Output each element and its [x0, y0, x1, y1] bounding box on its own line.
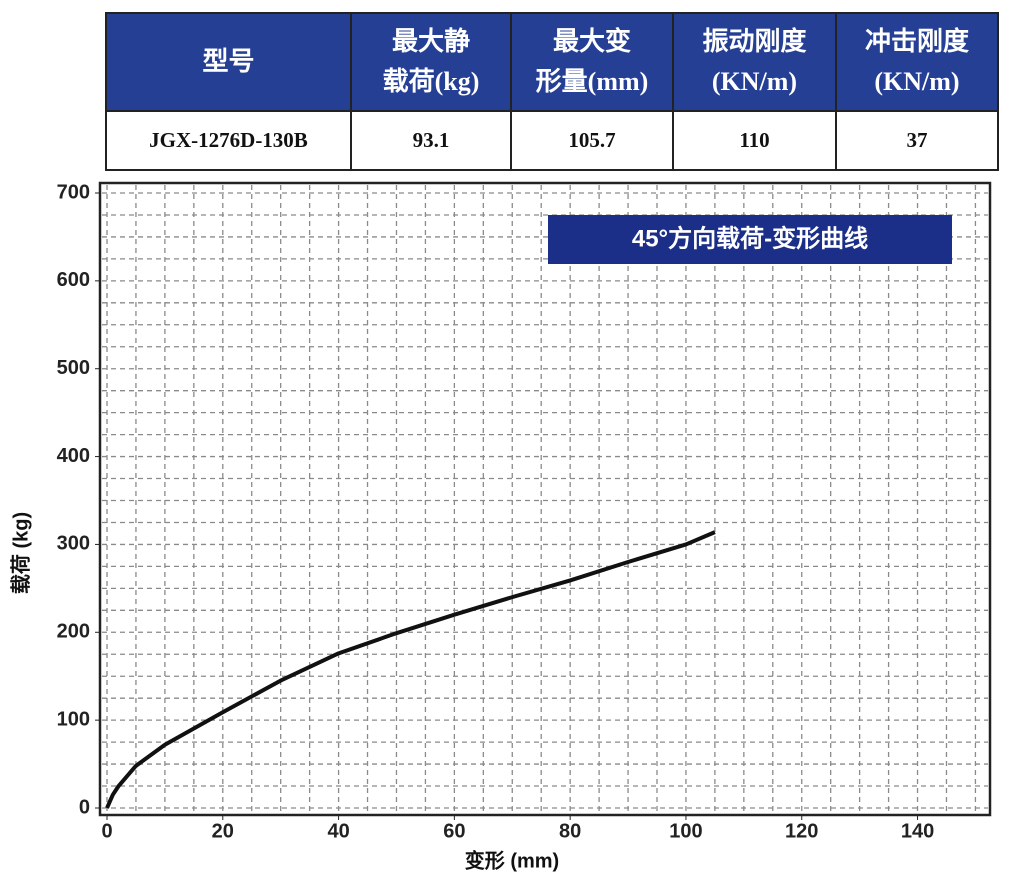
- header-text: 冲击刚度: [864, 27, 969, 56]
- y-tick-label: 300: [57, 533, 90, 555]
- data-cell: 110: [672, 110, 837, 171]
- header-text: 振动刚度: [702, 27, 807, 56]
- x-tick-label: 120: [785, 820, 818, 842]
- x-tick-label: 20: [212, 820, 234, 842]
- header-text: 形量(mm): [535, 67, 649, 96]
- y-tick-label: 200: [57, 621, 90, 643]
- header-text: 型号: [202, 47, 255, 76]
- header-text: 最大变: [552, 27, 631, 56]
- x-tick-label: 140: [901, 820, 934, 842]
- header-cell: 最大静载荷(kg): [350, 12, 512, 112]
- data-cell: 93.1: [350, 110, 512, 171]
- x-tick-label: 80: [559, 820, 581, 842]
- header-cell: 型号: [105, 12, 352, 112]
- x-tick-label: 60: [443, 820, 465, 842]
- y-axis-label: 载荷 (kg): [8, 512, 32, 594]
- plot-frame: [98, 181, 992, 817]
- y-tick-label: 700: [57, 181, 90, 203]
- y-tick-label: 0: [79, 796, 90, 818]
- data-row: JGX-1276D-130B 93.1 105.7 110 37: [105, 110, 999, 171]
- title-box: [548, 215, 952, 264]
- chart-title: 45°方向载荷-变形曲线: [632, 224, 868, 252]
- y-tick-label: 600: [57, 269, 90, 291]
- x-tick-label: 40: [327, 820, 349, 842]
- data-cell: 105.7: [510, 110, 674, 171]
- header-cell: 冲击刚度 (KN/m): [835, 12, 999, 112]
- header-cell: 振动刚度 (KN/m): [672, 12, 837, 112]
- x-tick-label: 0: [101, 820, 112, 842]
- y-tick-label: 100: [57, 708, 90, 730]
- header-text: 最大静: [391, 27, 470, 56]
- y-tick-label: 400: [57, 445, 90, 467]
- x-tick-label: 100: [669, 820, 702, 842]
- header-text: 载荷(kg): [382, 67, 480, 96]
- x-axis-label: 变形 (mm): [465, 848, 559, 872]
- header-row: 型号 最大静 载荷(kg) 最大变 形量(mm) 振动刚度 (KN/m) 冲击刚度 (KN/m): [105, 12, 999, 112]
- header-text: (KN/m): [711, 67, 798, 96]
- spec-table: 型号 最大静 载荷(kg) 最大变 形量(mm) 振动刚度 (KN/m) 冲击刚度 (KN/m)…: [105, 12, 999, 171]
- data-cell: 37: [835, 110, 999, 171]
- y-tick-label: 500: [57, 357, 90, 379]
- header-cell: 最大变形量(mm): [510, 12, 674, 112]
- data-cell: JGX-1276D-130B: [105, 110, 352, 171]
- header-text: (KN/m): [874, 67, 960, 96]
- data-line: [105, 530, 716, 809]
